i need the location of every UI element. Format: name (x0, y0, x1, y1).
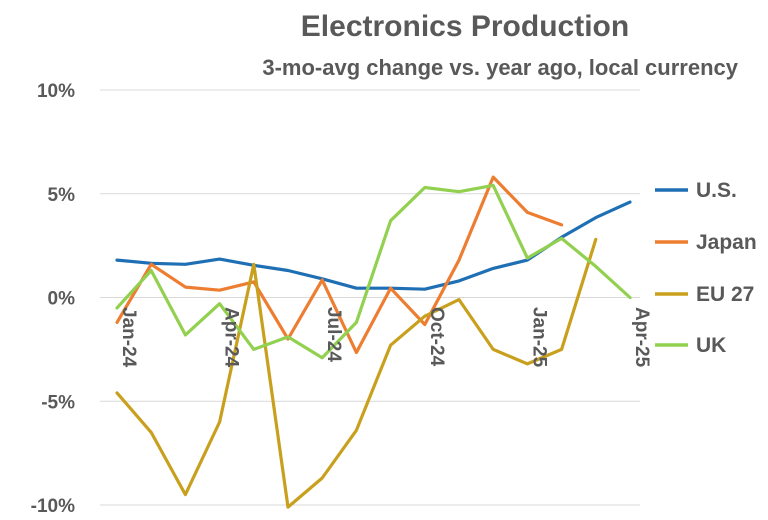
y-tick-label: 10% (37, 81, 75, 102)
series-lines (115, 175, 632, 509)
legend-label: UK (696, 334, 726, 357)
series-line-eu-27 (115, 237, 598, 509)
chart-subtitle: 3-mo-avg change vs. year ago, local curr… (262, 55, 738, 80)
x-tick-label: Jan-25 (528, 307, 549, 368)
legend-label: Japan (696, 231, 757, 254)
x-tick-label: Jan-24 (118, 307, 139, 368)
series-line-uk (115, 183, 632, 360)
y-tick-label: 0% (48, 289, 76, 310)
chart-title: Electronics Production (300, 10, 630, 43)
y-tick-label: 5% (48, 185, 76, 206)
y-axis-ticks: 10% 5% 0% -5% -10% (31, 81, 75, 517)
legend-label: EU 27 (696, 283, 754, 306)
series-line-japan (115, 175, 564, 355)
x-tick-label: Oct-24 (426, 307, 447, 367)
gridlines (100, 89, 640, 506)
legend-label: U.S. (696, 179, 737, 202)
x-tick-label: Apr-24 (221, 307, 242, 368)
x-tick-label: Jul-24 (323, 307, 344, 362)
legend: U.S. Japan EU 27 UK (655, 179, 757, 357)
y-tick-label: -10% (31, 496, 75, 517)
y-tick-label: -5% (41, 392, 75, 413)
x-tick-label: Apr-25 (631, 307, 652, 368)
x-axis-ticks: Jan-24 Apr-24 Jul-24 Oct-24 Jan-25 Apr-25 (118, 307, 652, 368)
